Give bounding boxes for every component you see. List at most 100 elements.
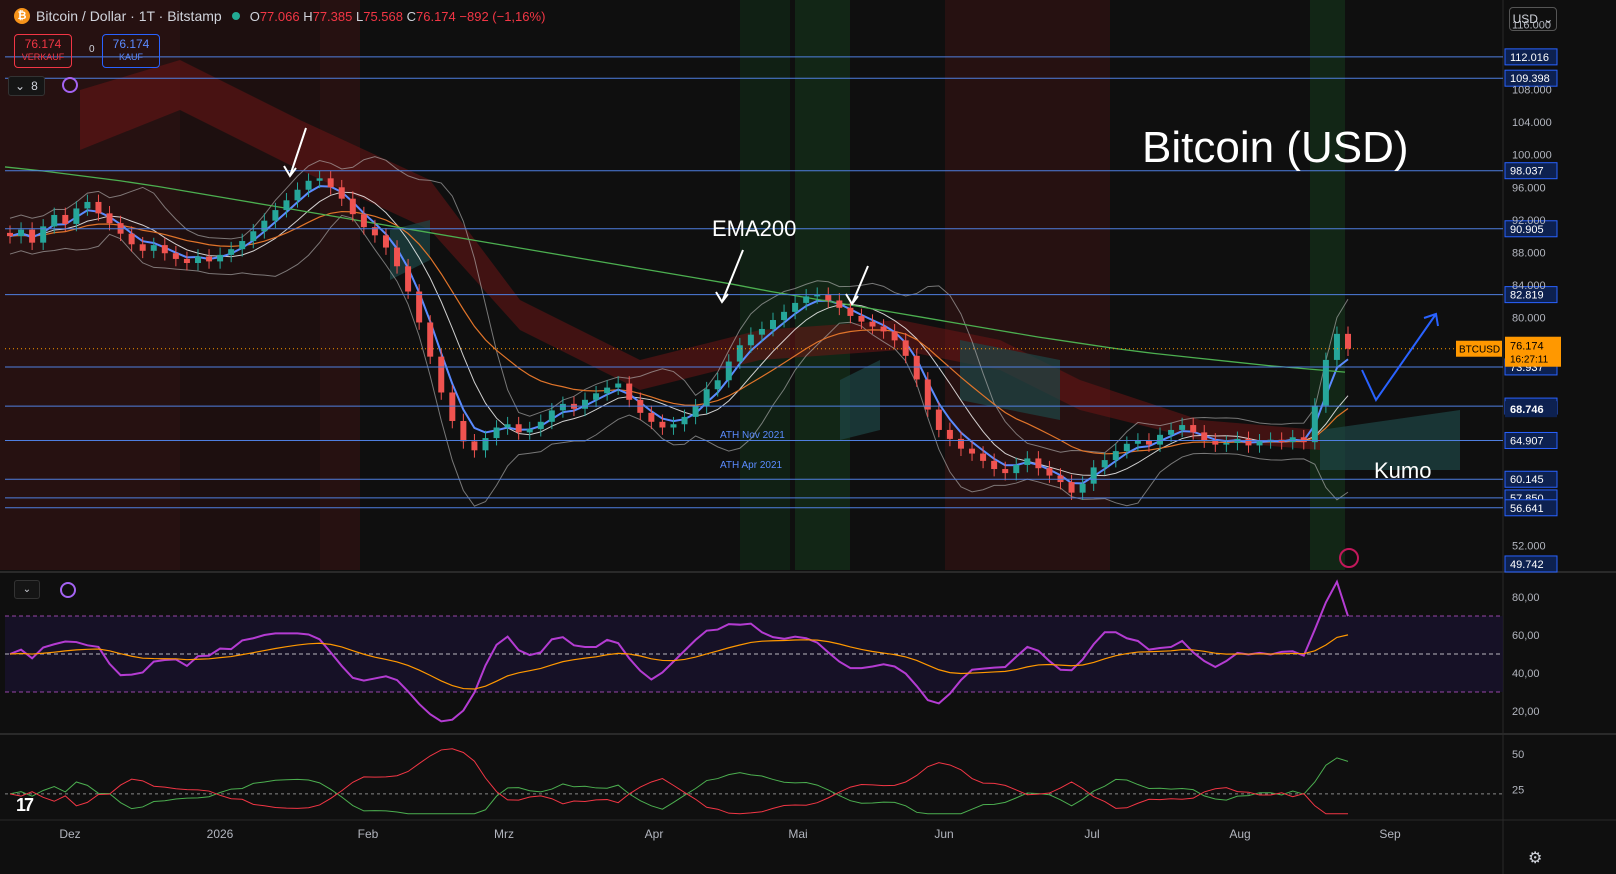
candle-body (803, 296, 810, 303)
ema200-annotation: EMA200 (712, 216, 796, 241)
candle-body (471, 441, 478, 451)
price-level-tag (1504, 470, 1558, 488)
price-level-label: 109.398 (1510, 73, 1550, 85)
candle-body (360, 214, 367, 228)
buy-button[interactable]: 76.174 KAUF (102, 34, 160, 68)
candle-body (593, 393, 600, 400)
arrow-annotation (721, 249, 744, 303)
candle-body (29, 229, 36, 243)
candle-body (228, 249, 235, 255)
candle-body (814, 294, 821, 297)
candle-body (1068, 482, 1075, 493)
candle-body (1322, 359, 1329, 406)
candle-body (957, 438, 964, 449)
symbol-header[interactable]: ₿ Bitcoin / Dollar · 1T · Bitstamp O77.0… (14, 8, 545, 24)
price-level-tag (1504, 555, 1558, 573)
refresh-icon[interactable] (60, 582, 76, 598)
candle-body (493, 427, 500, 439)
spread-value: 0 (89, 44, 95, 55)
candle-body (1024, 458, 1031, 465)
ema-tag (1505, 401, 1557, 418)
y-tick-label: 104.000 (1512, 117, 1552, 129)
ema-tag-label: 68.746 (1510, 404, 1544, 416)
ema-orange (9, 210, 1349, 455)
currency-select[interactable]: USD ⌄ (1509, 7, 1557, 31)
refresh-icon[interactable] (62, 77, 78, 93)
x-tick-label: Apr (645, 827, 664, 841)
ohlc-values: O77.066 H77.385 L75.568 C76.174 −892 (−1… (249, 8, 546, 24)
candle-body (84, 201, 91, 209)
candle-body (681, 416, 688, 425)
price-level-tag (1504, 162, 1558, 180)
arrow-annotation (851, 265, 869, 305)
candle-body (537, 421, 544, 430)
candle-body (327, 178, 334, 188)
x-tick-label: Jul (1084, 827, 1099, 841)
x-tick-label: Sep (1379, 827, 1401, 841)
indicator-toggle-button[interactable]: ⌄ 8 (8, 76, 45, 96)
projection-arrow-head (1423, 312, 1439, 327)
projection-arrow (1361, 313, 1437, 402)
gear-icon[interactable]: ⚙ (1528, 850, 1543, 867)
tradingview-logo[interactable]: 17 (16, 795, 34, 815)
candle-body (692, 406, 699, 417)
arrow-annotation-head (715, 291, 729, 304)
candle-body (1123, 443, 1130, 452)
candle-body (913, 355, 920, 380)
candle-body (172, 253, 179, 259)
ath-nov-label: ATH Nov 2021 (720, 430, 785, 441)
candle-body (891, 331, 898, 341)
candle-body (206, 256, 213, 262)
arrow-annotation (289, 127, 307, 177)
pane-collapse-button[interactable]: ⌄ (14, 580, 40, 599)
bitcoin-icon: ₿ (14, 8, 30, 24)
ema200-line (4, 166, 1346, 373)
x-tick-label: Mrz (494, 827, 514, 841)
price-level-tag (1504, 286, 1558, 304)
candle-body (1223, 442, 1230, 445)
regime-shade (1310, 0, 1345, 570)
candle-body (1311, 405, 1318, 443)
sell-button[interactable]: 76.174 VERKAUF (14, 34, 72, 68)
candle-body (703, 389, 710, 407)
high-value: 77.385 (312, 8, 353, 24)
current-price-label: 76.174 (1510, 341, 1544, 353)
bollinger-upper (9, 156, 1349, 454)
candle-body (405, 266, 412, 292)
indicator-count: 8 (31, 79, 38, 93)
rsi-tick-label: 80,00 (1512, 592, 1540, 604)
y-tick-label: 92.000 (1512, 215, 1546, 227)
chevron-down-icon: ⌄ (15, 79, 26, 93)
y-tick-label: 96.000 (1512, 182, 1546, 194)
candle-body (847, 307, 854, 316)
y-tick-label: 108.000 (1512, 85, 1552, 97)
candle-body (250, 231, 257, 242)
candle-body (1179, 425, 1186, 430)
chart-title: Bitcoin (USD) (1142, 123, 1409, 172)
y-tick-label: 84.000 (1512, 280, 1546, 292)
candle-body (725, 361, 732, 381)
ticker-tag (1456, 340, 1502, 357)
price-level-label: 64.907 (1510, 435, 1544, 447)
candle-body (714, 380, 721, 390)
candle-body (95, 201, 102, 214)
price-level-tag (1504, 69, 1558, 87)
candle-body (1090, 467, 1097, 484)
candle-body (1112, 451, 1119, 461)
price-level-label: 90.905 (1510, 224, 1544, 236)
candle-body (991, 460, 998, 470)
candle-body (980, 453, 987, 461)
candle-body (1002, 469, 1009, 474)
candle-body (7, 232, 13, 237)
candle-body (73, 208, 80, 224)
candle-body (150, 245, 157, 251)
x-tick-label: Mai (788, 827, 807, 841)
candle-body (1134, 440, 1141, 444)
candle-body (128, 233, 135, 245)
low-value: 75.568 (363, 8, 403, 24)
x-tick-label: Jun (934, 827, 953, 841)
price-level-label: 49.742 (1510, 559, 1544, 571)
candle-body (1345, 333, 1351, 349)
symbol-title[interactable]: Bitcoin / Dollar · 1T · Bitstamp (36, 8, 222, 24)
